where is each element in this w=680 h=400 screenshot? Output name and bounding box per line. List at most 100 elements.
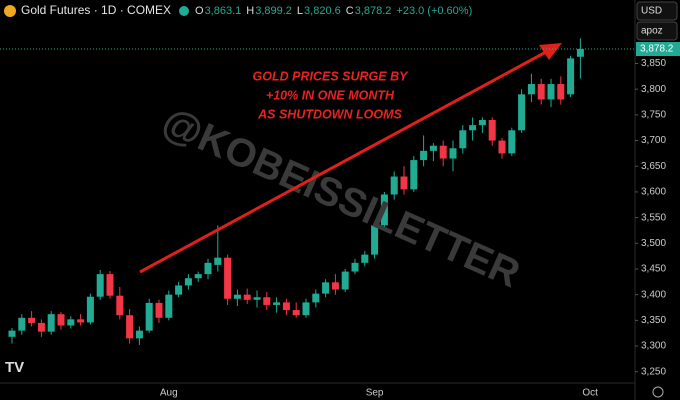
candle-body bbox=[77, 319, 85, 323]
settings-icon[interactable] bbox=[652, 386, 664, 398]
candle-body bbox=[331, 282, 339, 290]
annotation-line: +10% IN ONE MONTH bbox=[266, 88, 395, 102]
candle-body bbox=[498, 140, 506, 154]
currency-button[interactable] bbox=[636, 1, 678, 21]
candle-body bbox=[263, 297, 271, 305]
annotation: GOLD PRICES SURGE BY +10% IN ONE MONTH A… bbox=[253, 69, 410, 121]
ohlc-value: 3,820.6 bbox=[304, 5, 341, 17]
candle-body bbox=[184, 278, 192, 286]
candle-body bbox=[273, 302, 281, 305]
symbol-icon bbox=[4, 5, 16, 17]
candle-body bbox=[478, 120, 486, 126]
ohlc-value: 3,878.2 bbox=[355, 5, 392, 17]
symbol: Gold Futures · 1D · COMEX bbox=[21, 3, 171, 17]
candle-body bbox=[488, 120, 496, 141]
change: +23.0 (+0.60%) bbox=[396, 5, 472, 17]
candle-body bbox=[557, 84, 565, 100]
candle-body bbox=[537, 84, 545, 100]
ohlc-value: 3,899.2 bbox=[255, 5, 292, 17]
y-tick-label: 3,650 bbox=[641, 161, 666, 172]
y-tick-label: 3,500 bbox=[641, 238, 666, 249]
ohlc-value: 3,863.1 bbox=[205, 5, 242, 17]
candle-body bbox=[508, 130, 516, 154]
candle-body bbox=[527, 84, 535, 95]
candle-body bbox=[459, 130, 467, 149]
y-tick-label: 3,550 bbox=[641, 212, 666, 223]
candle-body bbox=[420, 150, 428, 161]
y-tick-label: 3,850 bbox=[641, 58, 666, 69]
unit[interactable]: apoz bbox=[641, 26, 663, 37]
ohlc-key: H bbox=[246, 5, 254, 17]
arrow-head bbox=[539, 43, 562, 60]
trend-arrow bbox=[139, 50, 547, 274]
y-tick-label: 3,600 bbox=[641, 187, 666, 198]
y-tick-label: 3,250 bbox=[641, 366, 666, 377]
candle-body bbox=[361, 254, 369, 263]
candle-body bbox=[312, 293, 320, 303]
candle-body bbox=[96, 274, 104, 297]
y-tick-label: 3,300 bbox=[641, 341, 666, 352]
candle-body bbox=[116, 295, 124, 316]
candle-body bbox=[126, 315, 134, 339]
candle-body bbox=[155, 302, 163, 318]
candle-body bbox=[253, 297, 261, 300]
candle-body bbox=[429, 145, 437, 151]
candle-body bbox=[204, 262, 212, 275]
ohlc-key: C bbox=[346, 5, 354, 17]
candle-body bbox=[390, 176, 398, 195]
candle-body bbox=[282, 302, 290, 311]
candle-body bbox=[567, 58, 575, 95]
y-tick-label: 3,700 bbox=[641, 135, 666, 146]
y-tick-label: 3,450 bbox=[641, 264, 666, 275]
y-tick-label: 3,400 bbox=[641, 289, 666, 300]
last-price-tag bbox=[636, 42, 680, 57]
candle-body bbox=[439, 145, 447, 159]
candle-body bbox=[67, 319, 75, 326]
y-tick-label: 3,350 bbox=[641, 315, 666, 326]
candle-body bbox=[8, 330, 16, 337]
x-tick-label: Aug bbox=[160, 388, 178, 399]
candle-body bbox=[145, 302, 153, 331]
candle-body bbox=[410, 160, 418, 190]
candle-body bbox=[351, 262, 359, 272]
candle-body bbox=[106, 274, 114, 296]
candle-body bbox=[175, 285, 183, 295]
candle-body bbox=[18, 317, 26, 331]
ohlc-key: L bbox=[297, 5, 303, 17]
status-dot bbox=[179, 6, 189, 16]
x-tick-label: Oct bbox=[582, 388, 598, 399]
unit-button[interactable] bbox=[636, 21, 678, 41]
candle-body bbox=[322, 282, 330, 294]
candle-body bbox=[518, 94, 526, 131]
candle-body bbox=[302, 302, 310, 316]
candle-body bbox=[47, 314, 55, 332]
tv-logo: TV bbox=[5, 359, 24, 376]
ohlc-key: O bbox=[195, 5, 204, 17]
candle-body bbox=[214, 257, 222, 265]
candle-body bbox=[165, 294, 173, 318]
plot-area bbox=[8, 38, 584, 346]
candle-body bbox=[449, 148, 457, 159]
candle-body bbox=[135, 330, 143, 339]
candle-body bbox=[576, 49, 584, 57]
y-tick-label: 3,800 bbox=[641, 84, 666, 95]
y-tick-label: 3,750 bbox=[641, 110, 666, 121]
header: Gold Futures · 1D · COMEX O 3,863.1 H 3,899… bbox=[4, 3, 472, 17]
candle-body bbox=[380, 194, 388, 226]
annotation-line: GOLD PRICES SURGE BY bbox=[253, 69, 410, 83]
candle-body bbox=[57, 314, 65, 326]
x-tick-label: Sep bbox=[366, 388, 384, 399]
last-price-label: 3,878.2 bbox=[640, 44, 674, 55]
candle-body bbox=[469, 125, 477, 131]
candle-body bbox=[371, 225, 379, 255]
currency[interactable]: USD bbox=[641, 6, 662, 17]
candle-body bbox=[400, 176, 408, 190]
candle-body bbox=[233, 294, 241, 299]
annotation-line: AS SHUTDOWN LOOMS bbox=[257, 107, 402, 121]
candle-body bbox=[37, 322, 45, 332]
candle-body bbox=[341, 271, 349, 290]
candle-body bbox=[547, 84, 555, 100]
